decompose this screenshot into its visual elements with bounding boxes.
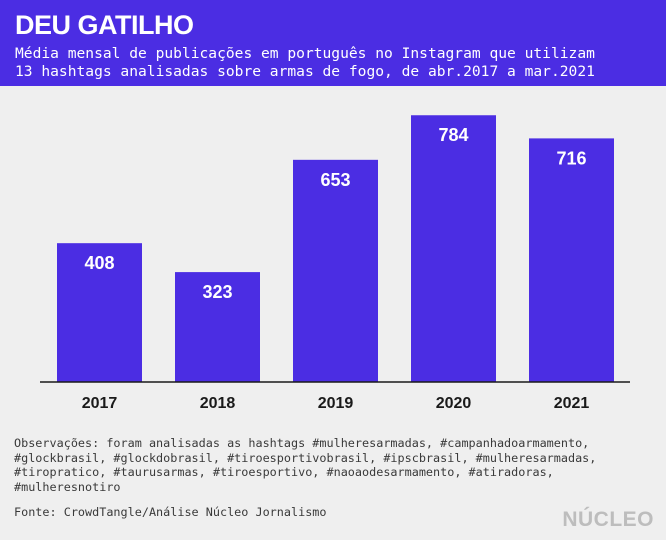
bar-2021 xyxy=(529,138,614,382)
header-banner: DEU GATILHO Média mensal de publicações … xyxy=(0,0,666,86)
chart-subtitle: Média mensal de publicações em português… xyxy=(15,45,655,81)
notes-line-1: Observações: foram analisadas as hashtag… xyxy=(14,436,590,450)
bar-chart: 408 323 653 784 716 2017 2018 2019 2020 2021 xyxy=(40,115,630,412)
x-tick-label-2021: 2021 xyxy=(554,395,590,412)
bars-group: 408 323 653 784 716 xyxy=(57,115,614,382)
bar-2017 xyxy=(57,243,142,382)
subtitle-line-1: Média mensal de publicações em português… xyxy=(15,45,595,62)
chart-title: DEU GATILHO xyxy=(15,10,194,40)
x-tick-label-2020: 2020 xyxy=(436,395,472,412)
bar-value-label-2017: 408 xyxy=(84,253,114,273)
bar-2020 xyxy=(411,115,496,382)
bar-value-label-2020: 784 xyxy=(438,125,468,145)
notes-line-2: #glockbrasil, #glockdobrasil, #tiroespor… xyxy=(14,450,597,465)
notes: Observações: foram analisadas as hashtag… xyxy=(14,436,654,494)
bar-value-label-2018: 323 xyxy=(202,282,232,302)
nucleo-logo: NÚCLEO xyxy=(562,508,654,531)
bar-value-label-2021: 716 xyxy=(556,148,586,168)
bar-2019 xyxy=(293,159,378,382)
notes-line-3: #tiropratico, #taurusarmas, #tiroesporti… xyxy=(14,465,554,479)
x-tick-label-2018: 2018 xyxy=(200,395,236,412)
x-tick-label-2017: 2017 xyxy=(82,395,118,412)
x-axis-ticks: 2017 2018 2019 2020 2021 xyxy=(82,395,590,412)
source-note: Fonte: CrowdTangle/Análise Núcleo Jornal… xyxy=(14,505,327,519)
subtitle-line-2: 13 hashtags analisadas sobre armas de fo… xyxy=(15,63,595,80)
notes-line-4: #mulheresnotiro xyxy=(14,479,121,494)
x-tick-label-2019: 2019 xyxy=(318,395,354,412)
bar-2018 xyxy=(175,272,260,382)
bar-value-label-2019: 653 xyxy=(320,170,350,190)
